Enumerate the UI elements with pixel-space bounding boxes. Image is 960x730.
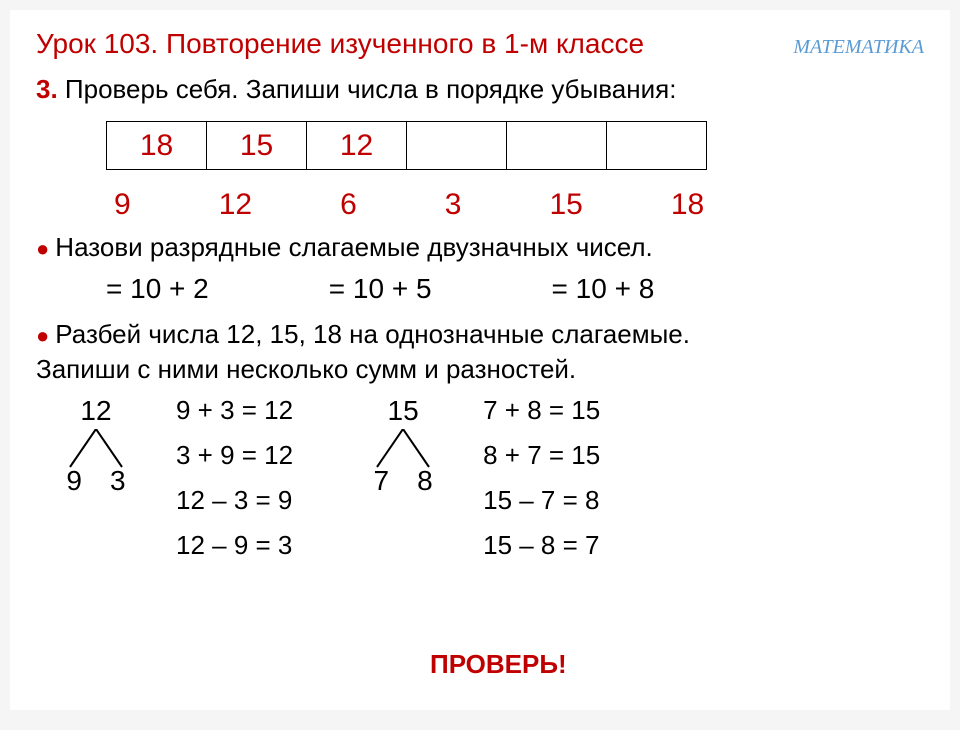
tree-top: 15 bbox=[343, 395, 463, 427]
tree-leaf: 7 bbox=[374, 465, 390, 497]
answer-cell: 12 bbox=[307, 122, 407, 170]
tree-lines-icon bbox=[363, 429, 443, 469]
tree-leaf: 9 bbox=[66, 465, 82, 497]
task-prompt: 3. Проверь себя. Запиши числа в порядке … bbox=[36, 74, 924, 105]
task-text: Проверь себя. Запиши числа в порядке убы… bbox=[65, 74, 677, 104]
bullet-2: ●Разбей числа 12, 15, 18 на однозначные … bbox=[36, 319, 924, 350]
equations-12: 9 + 3 = 12 3 + 9 = 12 12 – 3 = 9 12 – 9 … bbox=[176, 395, 293, 561]
answer-cell: 15 bbox=[207, 122, 307, 170]
answer-table: 18 15 12 bbox=[106, 121, 707, 170]
expansion: = 10 + 5 bbox=[329, 273, 432, 305]
tree-leaf: 3 bbox=[110, 465, 126, 497]
tree-leaf: 8 bbox=[417, 465, 433, 497]
answer-cell bbox=[507, 122, 607, 170]
given-number: 6 bbox=[340, 188, 357, 222]
task-number: 3. bbox=[36, 74, 58, 104]
subject-label: МАТЕМАТИКА bbox=[793, 36, 924, 59]
bullet-2-line2: Запиши с ними несколько сумм и разностей… bbox=[36, 354, 576, 384]
equation: 15 – 7 = 8 bbox=[483, 485, 600, 516]
work-area: 12 9 3 9 + 3 = 12 3 + 9 = 12 12 – 3 = 9 … bbox=[36, 395, 924, 561]
equation: 12 – 3 = 9 bbox=[176, 485, 293, 516]
tree-lines-icon bbox=[56, 429, 136, 469]
bullet-2-line1: Разбей числа 12, 15, 18 на однозначные с… bbox=[55, 319, 690, 349]
bullet-1: ●Назови разрядные слагаемые двузначных ч… bbox=[36, 232, 924, 263]
bullet-2-cont: Запиши с ними несколько сумм и разностей… bbox=[36, 354, 924, 385]
lesson-title: Урок 103. Повторение изученного в 1-м кл… bbox=[36, 28, 644, 60]
bullet-1-text: Назови разрядные слагаемые двузначных чи… bbox=[55, 232, 652, 262]
equation: 9 + 3 = 12 bbox=[176, 395, 293, 426]
equation: 15 – 8 = 7 bbox=[483, 530, 600, 561]
expansion: = 10 + 2 bbox=[106, 273, 209, 305]
equations-15: 7 + 8 = 15 8 + 7 = 15 15 – 7 = 8 15 – 8 … bbox=[483, 395, 600, 561]
given-number: 18 bbox=[671, 188, 704, 222]
given-number: 3 bbox=[445, 188, 462, 222]
check-label: ПРОВЕРЬ! bbox=[430, 649, 567, 680]
given-number: 12 bbox=[219, 188, 252, 222]
equation: 7 + 8 = 15 bbox=[483, 395, 600, 426]
split-tree-15: 15 7 8 bbox=[343, 395, 463, 561]
given-number: 15 bbox=[549, 188, 582, 222]
equation: 8 + 7 = 15 bbox=[483, 440, 600, 471]
equation: 12 – 9 = 3 bbox=[176, 530, 293, 561]
expansion: = 10 + 8 bbox=[552, 273, 655, 305]
tree-top: 12 bbox=[36, 395, 156, 427]
equation: 3 + 9 = 12 bbox=[176, 440, 293, 471]
split-tree-12: 12 9 3 bbox=[36, 395, 156, 561]
bullet-icon: ● bbox=[36, 236, 49, 261]
bullet-icon: ● bbox=[36, 323, 49, 348]
number-row: 9 12 6 3 15 18 bbox=[114, 188, 924, 222]
answer-cell bbox=[407, 122, 507, 170]
place-value-expansions: = 10 + 2 = 10 + 5 = 10 + 8 bbox=[106, 273, 924, 305]
answer-cell: 18 bbox=[107, 122, 207, 170]
answer-cell bbox=[607, 122, 707, 170]
given-number: 9 bbox=[114, 188, 131, 222]
